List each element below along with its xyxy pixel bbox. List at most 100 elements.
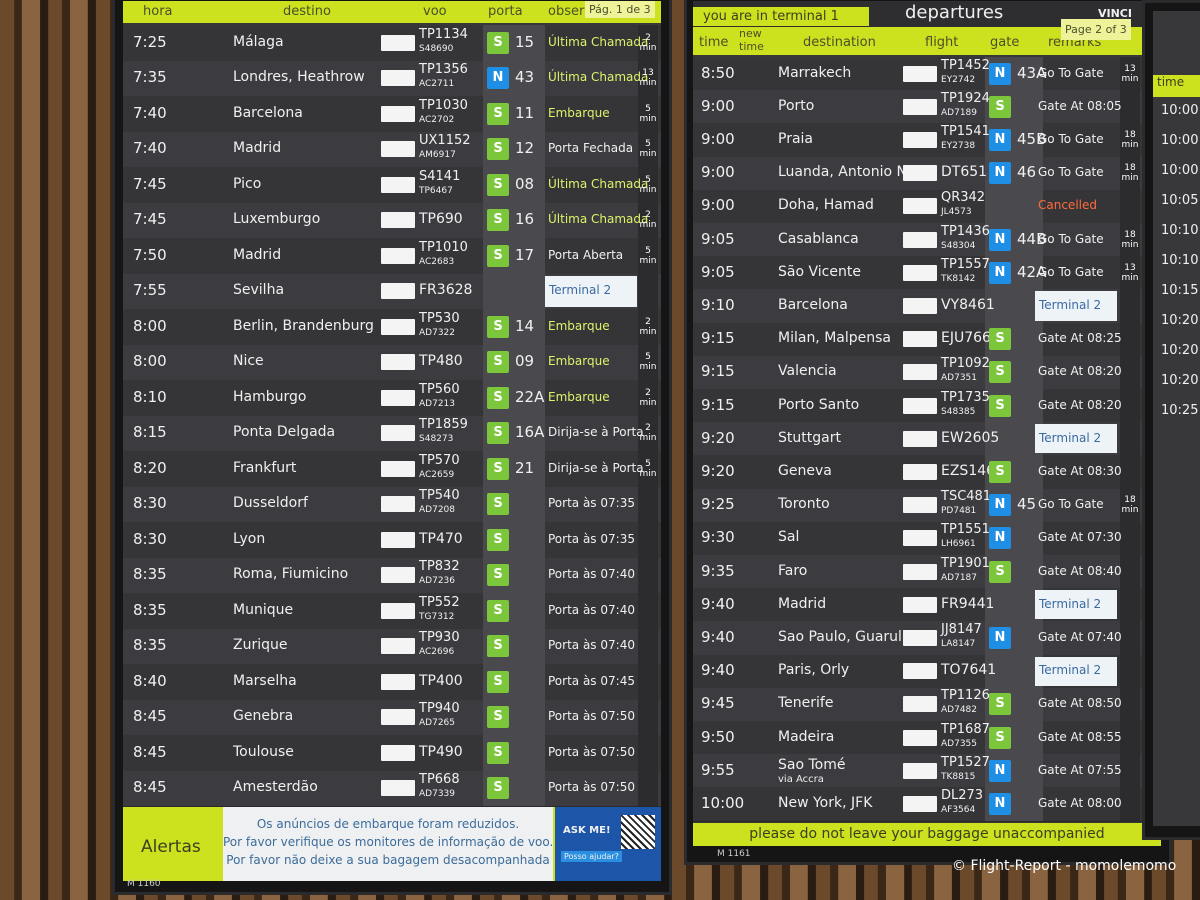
- help-panel: ASK ME! Posso ajudar?: [555, 807, 661, 881]
- minutes-column: [1120, 389, 1140, 423]
- gate-type: S: [487, 209, 509, 232]
- flight-number: TP400: [419, 672, 463, 689]
- remarks: Porta às 07:40: [548, 567, 635, 582]
- destination: Roma, Fiumicino: [233, 566, 349, 583]
- alert-message: Por favor verifique os monitores de info…: [223, 835, 554, 849]
- flight-row: 9:35 Faro TP1901 AD7187 S Gate At 08:40: [693, 555, 1161, 590]
- destination: Marrakech: [778, 64, 852, 81]
- gate-number: 09: [515, 352, 535, 371]
- gate-number: 46: [1017, 163, 1037, 182]
- gate-type: S: [989, 394, 1011, 417]
- remarks: Última Chamada: [548, 34, 649, 49]
- departure-time: 8:50: [701, 63, 735, 82]
- destination: Madrid: [233, 140, 282, 157]
- minutes-column: [1120, 223, 1140, 257]
- departure-time: 9:05: [701, 229, 735, 248]
- minutes-column: [1120, 687, 1140, 721]
- flight-number: TP552: [419, 594, 460, 610]
- gate-type: S: [487, 777, 509, 800]
- flight-number: TP1527: [941, 754, 990, 770]
- departure-time: 10:20: [1161, 313, 1199, 328]
- remarks: Porta Fechada: [548, 141, 634, 156]
- column-header: hora: [143, 4, 173, 19]
- minutes: 13 min: [639, 68, 657, 89]
- flight-row: 9:25 Toronto TSC481 PD7481 N 45 Go To Gate 18 m…: [693, 488, 1161, 523]
- minutes-column: [1120, 787, 1140, 821]
- destination: Valencia: [778, 363, 837, 380]
- departure-time: 9:40: [701, 661, 735, 680]
- flight-number: TP930: [419, 630, 460, 646]
- minutes-column: [1120, 422, 1140, 456]
- minutes-column: [1120, 256, 1140, 290]
- minutes-column: [1120, 555, 1140, 589]
- remarks: Gate At 07:30: [1038, 530, 1122, 545]
- remarks: Gate At 08:50: [1038, 696, 1122, 711]
- destination: Lyon: [233, 530, 266, 547]
- departure-time: 8:35: [133, 636, 167, 655]
- remarks: Porta às 07:45: [548, 673, 635, 688]
- minutes: 5 min: [639, 245, 657, 266]
- right-board: you are in terminal 1 departures VINCI time…: [684, 0, 1172, 865]
- third-board: time 10:00 10:00 10:00 10:05 10:10 10:10 10:15 1…: [1142, 0, 1200, 840]
- minutes-column: [1120, 521, 1140, 555]
- departure-time: 8:35: [133, 600, 167, 619]
- gate-type: N: [487, 67, 509, 90]
- codeshare: S48690: [419, 43, 454, 54]
- flight-number: EJU7669: [941, 330, 1000, 347]
- destination: Hamburgo: [233, 388, 307, 405]
- departure-time: 10:00: [1161, 103, 1199, 118]
- gate-number: 11: [515, 103, 535, 122]
- gate-column: [985, 422, 1043, 456]
- minutes: 18 min: [1121, 229, 1139, 250]
- departure-time: 9:20: [701, 428, 735, 447]
- flight-number: EW2605: [941, 429, 1000, 446]
- codeshare: AC2711: [419, 79, 455, 90]
- flight-number: TP668: [419, 772, 460, 788]
- minutes-column: [638, 557, 658, 593]
- flight-number: TP530: [419, 310, 460, 326]
- remarks: Terminal 2: [1039, 430, 1102, 445]
- destination: Luanda, Antonio N...: [778, 164, 921, 181]
- gate-type: S: [487, 493, 509, 516]
- flight-number: TP490: [419, 743, 463, 760]
- destination: Barcelona: [778, 296, 848, 313]
- departure-time: 9:40: [701, 627, 735, 646]
- column-header: porta: [488, 4, 523, 19]
- flight-number: TP1452: [941, 57, 990, 73]
- departure-time: 9:45: [701, 694, 735, 713]
- remarks: Terminal 2: [1039, 297, 1102, 312]
- gate-column: [985, 189, 1043, 223]
- airline-logo: [381, 389, 415, 406]
- gate-number: 16A: [515, 423, 545, 442]
- minutes: 5 min: [639, 139, 657, 160]
- flight-number: FR9441: [941, 595, 995, 612]
- gate-column: [985, 289, 1043, 323]
- gate-number: 22A: [515, 387, 545, 406]
- flight-number: TP1134: [419, 26, 468, 42]
- board-title: departures: [905, 2, 1004, 23]
- remarks: Gate At 08:40: [1038, 563, 1122, 578]
- gate-type: S: [487, 173, 509, 196]
- remarks: Porta às 07:40: [548, 602, 635, 617]
- airline-logo: [903, 231, 937, 248]
- gate-type: S: [989, 95, 1011, 118]
- flight-row: 8:00 Nice TP480 S 09 Embarque 5 min: [123, 344, 661, 381]
- departure-time: 7:45: [133, 174, 167, 193]
- minutes-column: [638, 131, 658, 167]
- minutes-column: [638, 415, 658, 451]
- flight-row: 9:45 Tenerife TP1126 AD7482 S Gate At 08:50: [693, 687, 1161, 722]
- gate-number: 15: [515, 32, 535, 51]
- minutes-column: [1120, 721, 1140, 755]
- minutes-column: [1120, 123, 1140, 157]
- gate-type: N: [989, 128, 1011, 151]
- gate-type: N: [989, 162, 1011, 185]
- flight-row: 8:40 Marselha TP400 S Porta às 07:45: [123, 664, 661, 701]
- minutes-column: [1120, 156, 1140, 190]
- flight-row: 8:50 Marrakech TP1452 EY2742 N 43A Go To Gate 1…: [693, 57, 1161, 92]
- flight-row: 7:25 Málaga TP1134 S48690 S 15 Última Chamada 2…: [123, 25, 661, 62]
- codeshare: AD7355: [941, 738, 977, 749]
- destination: São Vicente: [778, 263, 861, 280]
- destination: Marselha: [233, 672, 297, 689]
- flight-row: 8:30 Lyon TP470 S Porta às 07:35: [123, 522, 661, 559]
- airline-logo: [903, 364, 937, 381]
